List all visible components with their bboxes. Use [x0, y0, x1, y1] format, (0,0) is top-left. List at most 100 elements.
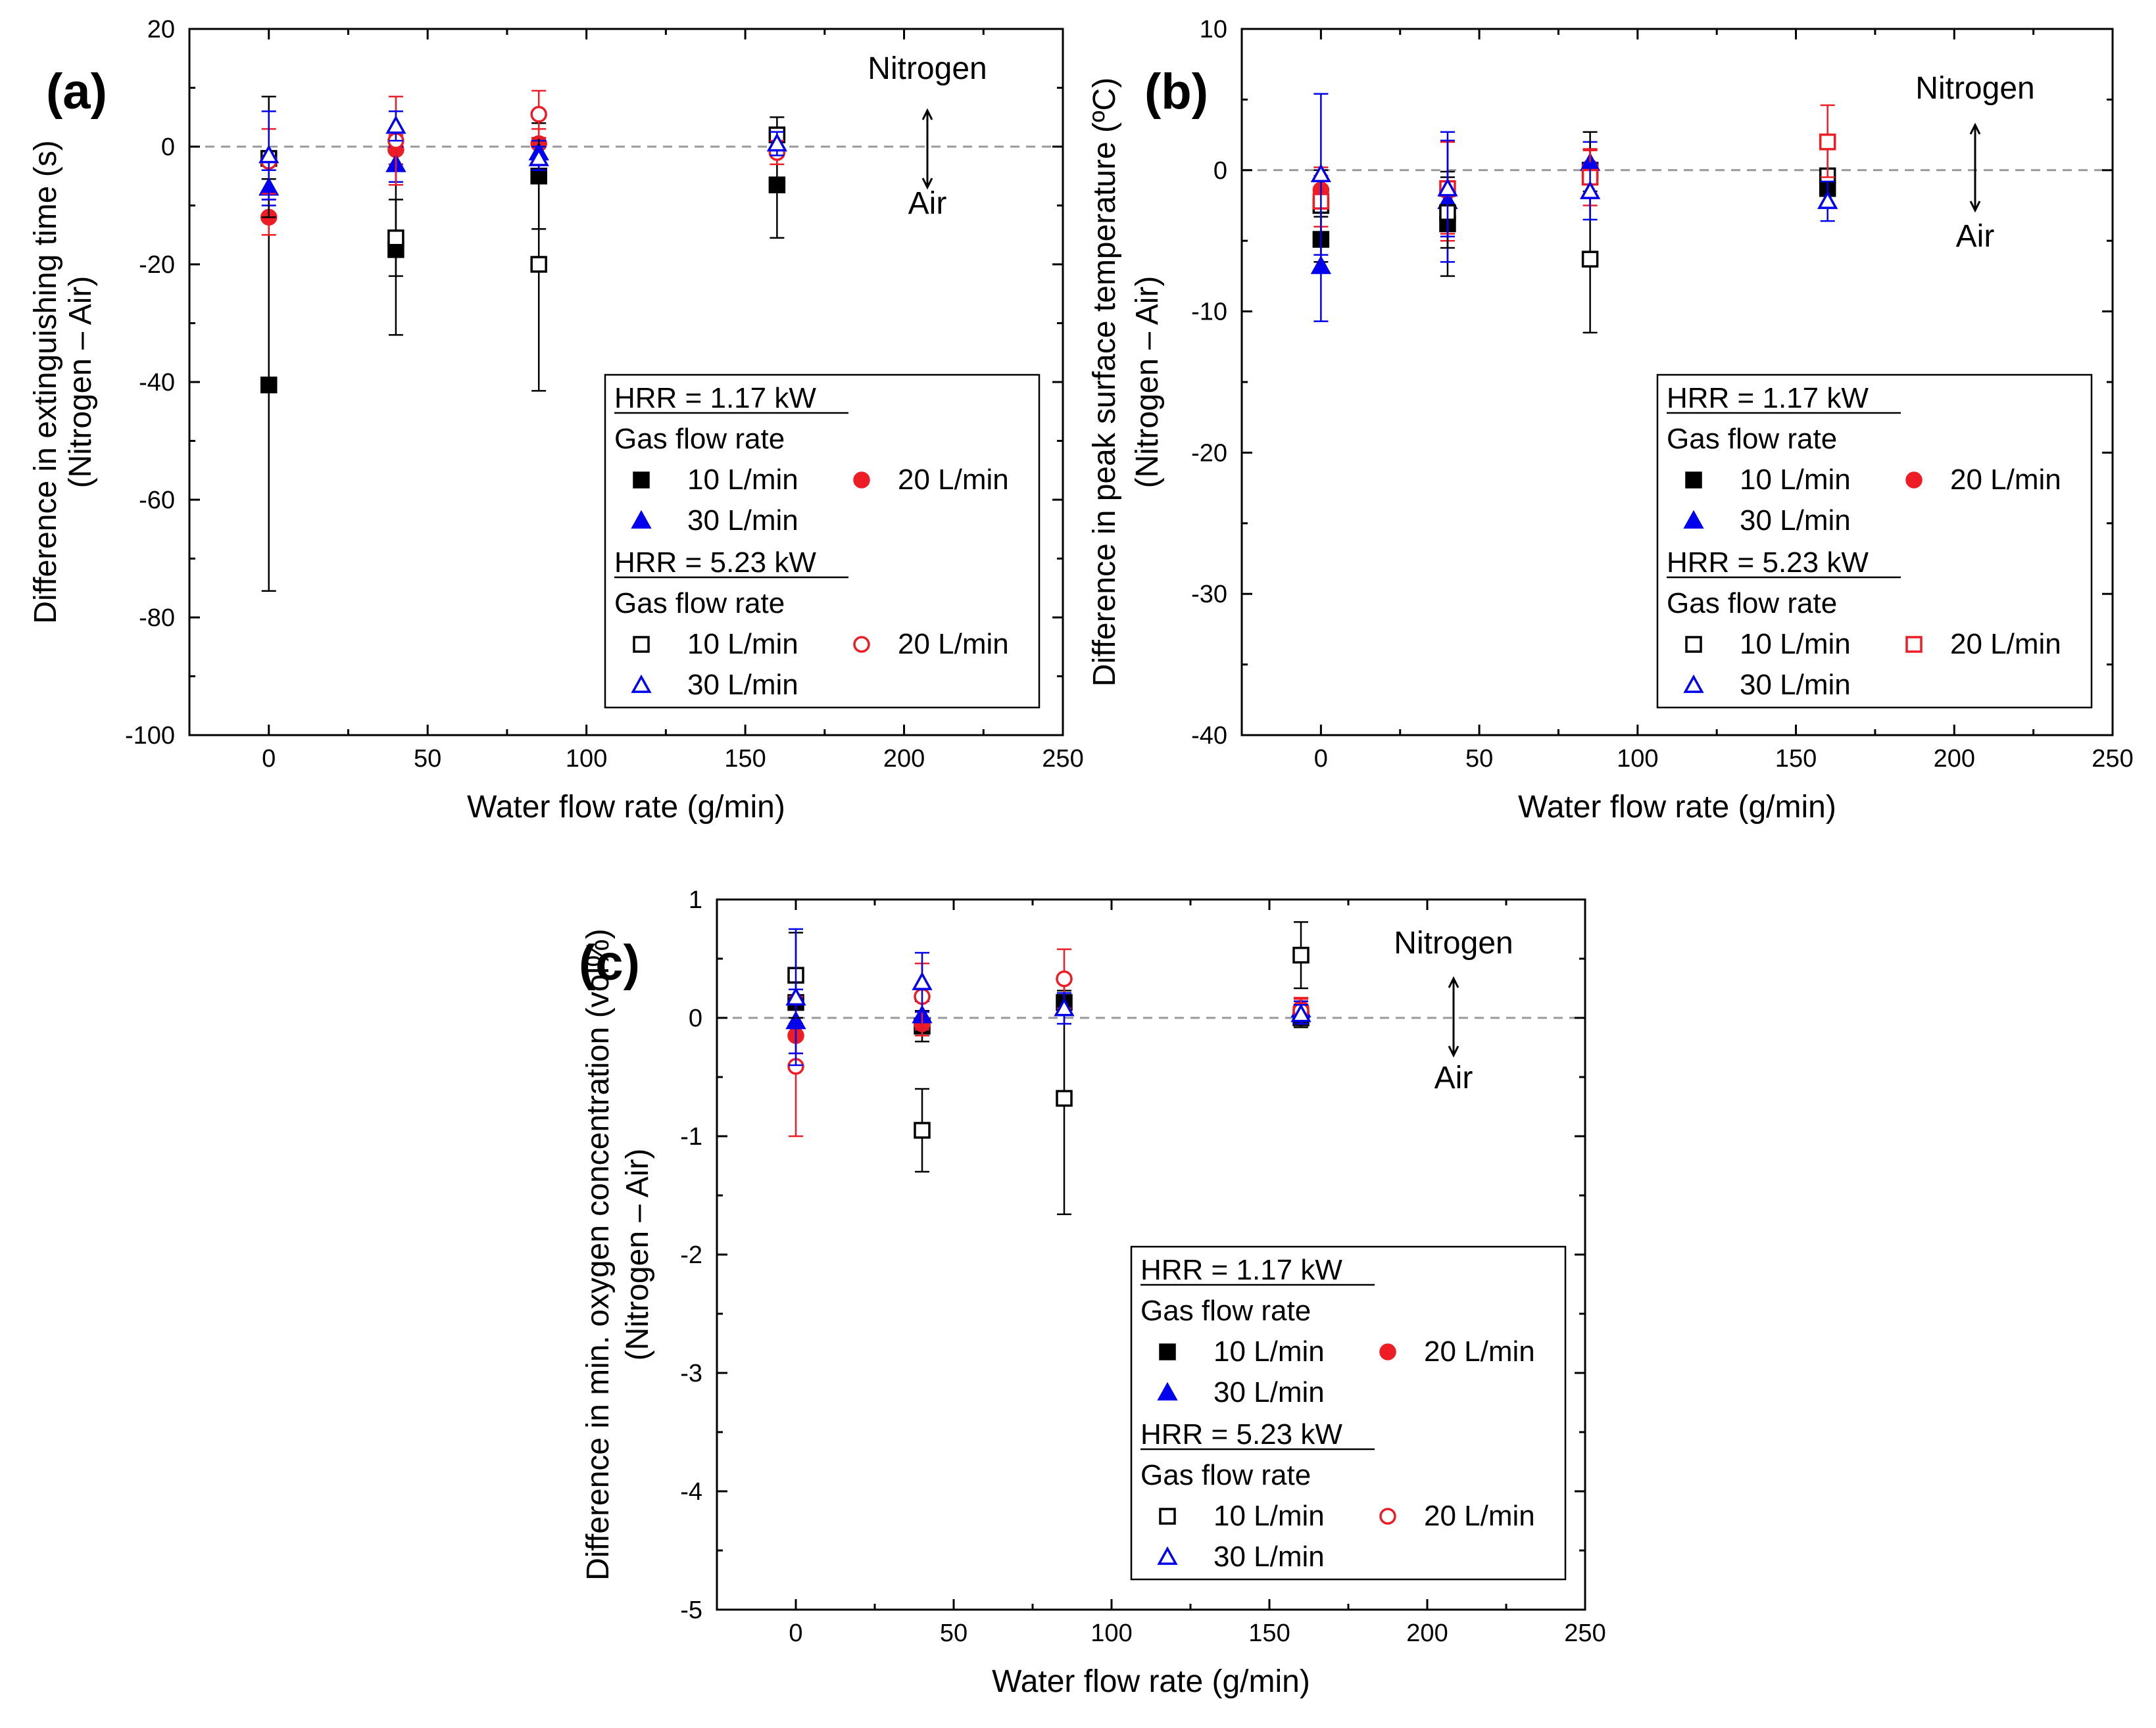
legend-marker [1379, 1508, 1396, 1525]
legend-marker [1379, 1343, 1396, 1360]
y-tick-label: -60 [139, 487, 175, 514]
data-point [1292, 946, 1310, 964]
legend-group-subtitle: Gas flow rate [1140, 1295, 1311, 1327]
legend-entry-label: 30 L/min [1213, 1376, 1325, 1408]
annotation-air: Air [1434, 1061, 1473, 1095]
data-point [1437, 178, 1458, 197]
x-tick-label: 0 [262, 745, 276, 773]
y-tick-label: 20 [147, 16, 175, 43]
legend: HRR = 1.17 kW Gas flow rate 10 L/min 20 L/m… [1656, 373, 2093, 709]
data-point [912, 971, 933, 990]
legend-group-subtitle: Gas flow rate [614, 587, 785, 619]
legend-entry-label: 30 L/min [687, 504, 798, 537]
legend-marker [1159, 1508, 1176, 1525]
data-point [768, 176, 786, 193]
panel-c: 0 50 100 150 200 250 -5 -4 -3 -2 -1 0 1 Water flow ra… [579, 886, 1606, 1699]
legend-entry-label: 30 L/min [1740, 669, 1851, 701]
legend-group-title: HRR = 5.23 kW [1140, 1418, 1342, 1451]
legend-box [1130, 1245, 1567, 1581]
x-tick-label: 0 [1314, 745, 1328, 773]
legend-entry-label: 10 L/min [1740, 464, 1851, 496]
legend-marker [1905, 471, 1923, 489]
y-tick-label: -2 [680, 1241, 702, 1269]
y-axis-subtitle: (Nitrogen – Air) [63, 276, 98, 489]
legend-marker [1157, 1546, 1178, 1565]
y-tick-label: -5 [680, 1596, 702, 1624]
y-axis-title: Difference in peak surface temperature (… [1087, 78, 1122, 686]
double-arrow-icon [1969, 122, 1981, 213]
series-2 [787, 997, 1310, 1055]
data-point [1817, 190, 1838, 209]
legend-entry-label: 30 L/min [1740, 504, 1851, 537]
data-point [258, 145, 280, 164]
data-point [766, 133, 788, 152]
x-tick-label: 100 [1617, 745, 1658, 773]
legend-group-title: HRR = 5.23 kW [1667, 546, 1869, 579]
data-point [385, 115, 406, 134]
legend-group-title: HRR = 1.17 kW [1140, 1254, 1342, 1286]
legend-marker [1683, 510, 1704, 529]
x-tick-label: 200 [883, 745, 925, 773]
legend: HRR = 1.17 kW Gas flow rate 10 L/min 20 L/m… [1130, 1245, 1567, 1581]
legend-marker [1685, 471, 1702, 489]
y-axis-subtitle: (Nitrogen – Air) [1130, 276, 1165, 489]
x-axis-title: Water flow rate (g/min) [1518, 790, 1836, 825]
y-tick-label: 1 [689, 886, 702, 914]
x-tick-label: 100 [1090, 1620, 1132, 1647]
legend-entry-label: 20 L/min [1950, 464, 2061, 496]
y-axis-title: Difference in extinguishing time (s) [28, 140, 63, 623]
x-tick-label: 50 [1465, 745, 1493, 773]
series-4 [260, 95, 786, 392]
legend-marker [1683, 674, 1704, 693]
y-tick-label: -40 [139, 369, 175, 396]
legend-group-subtitle: Gas flow rate [614, 423, 785, 455]
data-point [785, 987, 806, 1006]
legend-entry-label: 30 L/min [1213, 1541, 1325, 1573]
data-point [1056, 1090, 1073, 1107]
y-tick-label: 0 [161, 133, 175, 161]
legend-entry-label: 20 L/min [1950, 628, 2061, 660]
legend-group-subtitle: Gas flow rate [1667, 423, 1837, 455]
data-point [1056, 970, 1073, 988]
y-tick-label: -100 [125, 722, 175, 750]
legend-marker [633, 471, 650, 489]
y-axis-subtitle: (Nitrogen – Air) [620, 1149, 655, 1361]
annotation-nitrogen: Nitrogen [868, 51, 987, 86]
data-point [1290, 1003, 1311, 1022]
series-1 [1312, 148, 1836, 277]
data-point [914, 1122, 931, 1139]
series-4 [1312, 131, 1836, 334]
legend-box [604, 373, 1041, 709]
x-tick-label: 250 [1564, 1620, 1605, 1647]
data-point [1581, 251, 1599, 268]
annotation-air: Air [1956, 219, 1995, 254]
legend-marker [1685, 636, 1702, 653]
x-tick-label: 100 [566, 745, 607, 773]
panel-a: 0 50 100 150 200 250 -100 -80 -60 -40 -20 0 20 Water … [28, 16, 1084, 825]
data-point [1310, 163, 1331, 183]
data-point [528, 147, 549, 166]
x-tick-label: 200 [1406, 1620, 1448, 1647]
y-tick-label: -4 [680, 1478, 702, 1506]
panel-b: 0 50 100 150 200 250 -40 -30 -20 -10 0 10 Water flow… [1087, 16, 2134, 825]
legend-group-subtitle: Gas flow rate [1140, 1459, 1311, 1491]
legend-entry-label: 10 L/min [687, 628, 798, 660]
double-arrow-icon [1448, 976, 1459, 1058]
legend-entry-label: 10 L/min [1740, 628, 1851, 660]
series-6 [258, 110, 788, 201]
x-tick-label: 250 [1042, 745, 1083, 773]
legend-marker [853, 471, 870, 489]
y-tick-label: -1 [680, 1123, 702, 1151]
series-4 [787, 921, 1310, 1216]
legend-entry-label: 20 L/min [1424, 1500, 1535, 1532]
data-point [530, 106, 547, 123]
legend-box [1656, 373, 2093, 709]
y-tick-label: 0 [689, 1005, 702, 1032]
y-axis-title: Difference in min. oxygen concentration … [581, 928, 616, 1581]
legend-entry-label: 20 L/min [1424, 1335, 1535, 1368]
data-point [387, 229, 404, 247]
x-tick-label: 150 [724, 745, 766, 773]
legend-marker [631, 510, 652, 529]
y-tick-label: -10 [1191, 299, 1227, 326]
